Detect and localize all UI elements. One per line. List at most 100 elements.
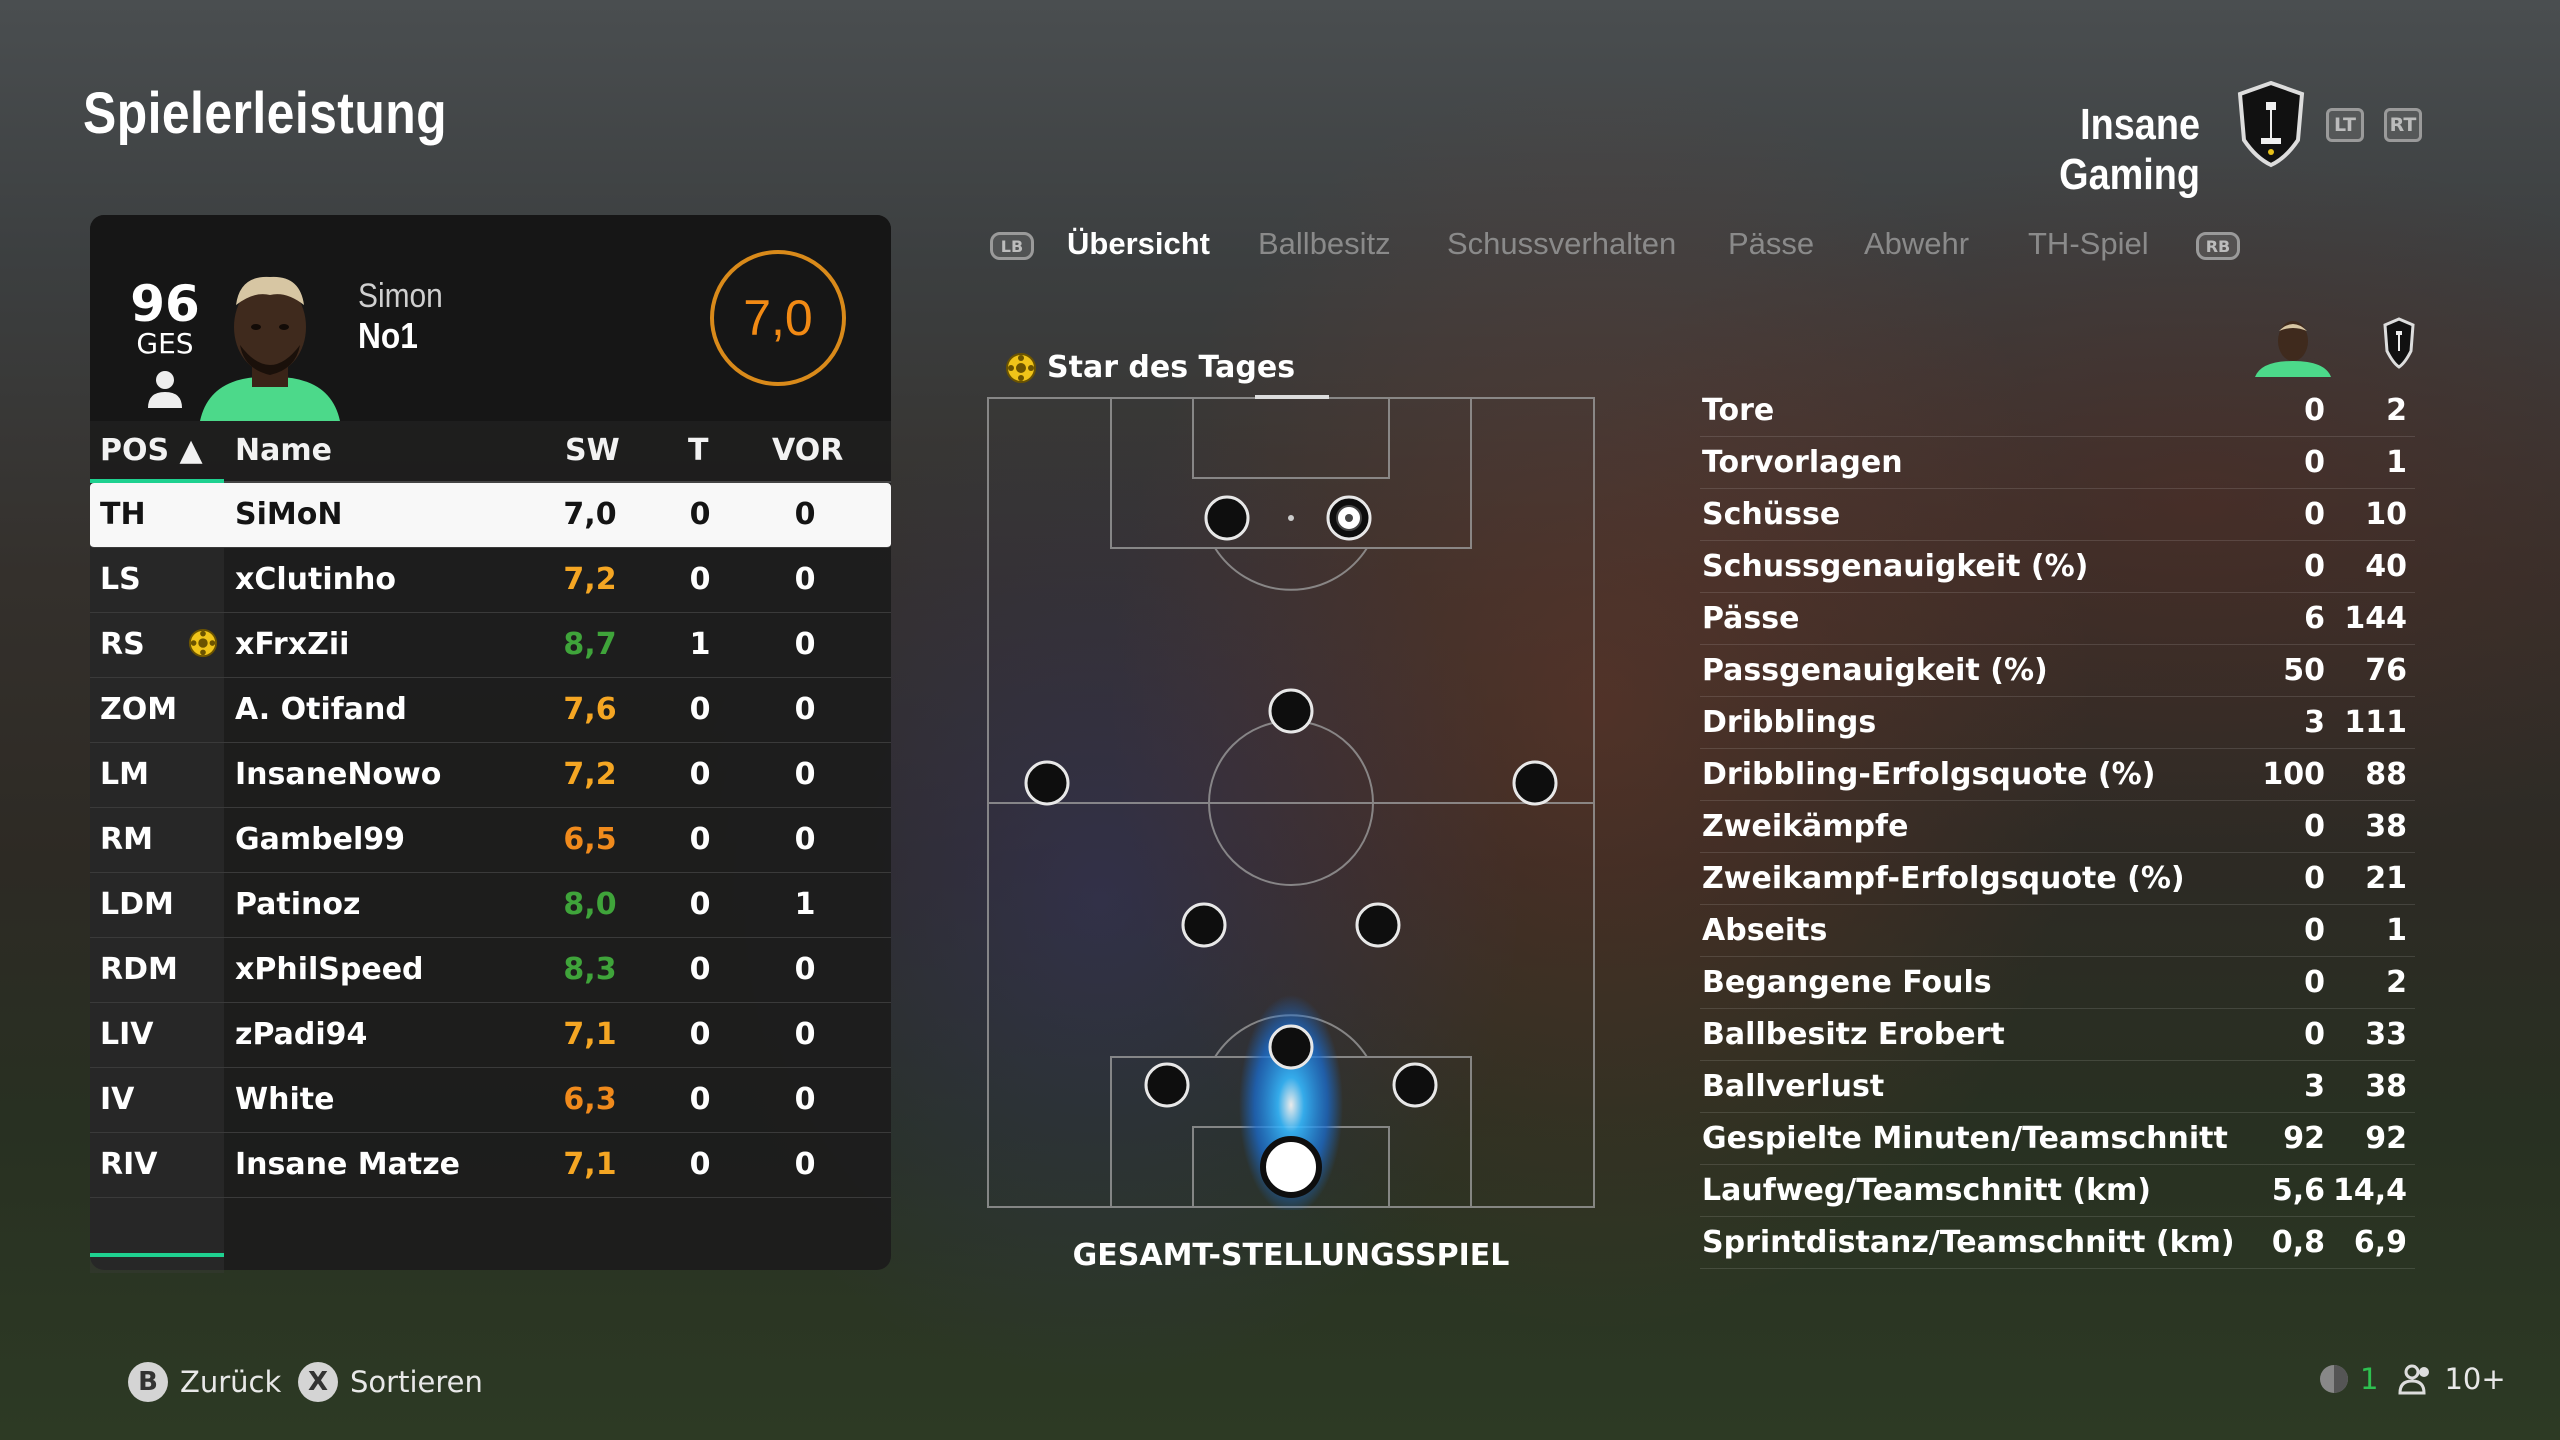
col-header-t[interactable]: T (688, 433, 709, 468)
stat-row: Dribblings 3 111 (1700, 697, 2415, 749)
row-player-name: Insane Matze (235, 1147, 461, 1182)
stat-team-value: 76 (2365, 653, 2407, 688)
star-badge-icon (188, 628, 218, 658)
table-row[interactable]: LDM Patinoz 8,0 0 1 (90, 873, 891, 938)
stat-player-value: 5,6 (2271, 1173, 2325, 1208)
stat-label: Schussgenauigkeit (%) (1702, 549, 2089, 584)
stat-column-icons (2255, 317, 2415, 377)
row-player-name: xPhilSpeed (235, 952, 424, 987)
table-row[interactable]: RS xFrxZii 8,7 1 0 (90, 613, 891, 678)
row-rating: 8,0 (563, 887, 617, 922)
col-header-pos[interactable]: POS ▲ (100, 433, 203, 468)
stat-row: Sprintdistanz/Teamschnitt (km) 0,8 6,9 (1700, 1217, 2415, 1269)
stat-row: Schüsse 0 10 (1700, 489, 2415, 541)
stat-row: Pässe 6 144 (1700, 593, 2415, 645)
row-position: RS (100, 627, 145, 662)
col-header-name[interactable]: Name (235, 433, 332, 468)
table-row[interactable]: LS xClutinho 7,2 0 0 (90, 548, 891, 613)
row-position: LDM (100, 887, 174, 922)
stat-player-value: 3 (2304, 705, 2325, 740)
lt-button[interactable]: LT (2326, 108, 2364, 142)
stat-player-value: 0 (2304, 497, 2325, 532)
match-rating-circle: 7,0 (710, 250, 846, 386)
table-row[interactable]: TH SiMoN 7,0 0 0 (90, 483, 891, 548)
row-goals: 0 (689, 1017, 711, 1052)
tab-abwehr[interactable]: Abwehr (1864, 226, 1970, 261)
ping-icon (2320, 1365, 2348, 1393)
stat-label: Zweikämpfe (1702, 809, 1909, 844)
row-player-name: White (235, 1082, 335, 1117)
stat-player-value: 100 (2262, 757, 2325, 792)
table-header: POS ▲ Name SW T VOR (90, 421, 891, 483)
b-button-icon: B (128, 1362, 168, 1402)
row-position: RDM (100, 952, 178, 987)
row-goals: 1 (689, 627, 711, 662)
overall-label: GES (136, 327, 194, 360)
row-rating: 8,3 (563, 952, 617, 987)
tab-th-spiel[interactable]: TH-Spiel (2028, 226, 2149, 261)
stat-team-value: 2 (2386, 393, 2407, 428)
positioning-pitch (987, 395, 1595, 1210)
table-row[interactable]: LIV zPadi94 7,1 0 0 (90, 1003, 891, 1068)
stat-row: Laufweg/Teamschnitt (km) 5,6 14,4 (1700, 1165, 2415, 1217)
stat-team-value: 92 (2365, 1121, 2407, 1156)
row-position: LS (100, 562, 141, 597)
row-position: RIV (100, 1147, 158, 1182)
table-row[interactable]: ZOM A. Otifand 7,6 0 0 (90, 678, 891, 743)
lb-button[interactable]: LB (990, 232, 1034, 260)
row-goals: 0 (689, 562, 711, 597)
row-assists: 0 (794, 692, 816, 727)
row-rating: 7,6 (563, 692, 617, 727)
tab-paesse[interactable]: Pässe (1728, 226, 1815, 261)
rb-button[interactable]: RB (2196, 232, 2240, 260)
stat-team-value: 88 (2365, 757, 2407, 792)
page-title: Spielerleistung (83, 81, 448, 146)
col-header-sw[interactable]: SW (565, 433, 620, 468)
back-action[interactable]: B Zurück (128, 1362, 281, 1402)
stat-label: Sprintdistanz/Teamschnitt (km) (1702, 1225, 2235, 1260)
row-assists: 0 (794, 1017, 816, 1052)
table-row[interactable]: RM Gambel99 6,5 0 0 (90, 808, 891, 873)
row-player-name: SiMoN (235, 497, 343, 532)
stat-team-value: 21 (2365, 861, 2407, 896)
stat-player-value: 0 (2304, 1017, 2325, 1052)
stat-row: Schussgenauigkeit (%) 0 40 (1700, 541, 2415, 593)
row-rating: 7,2 (563, 757, 617, 792)
network-status: 1 10+ (2318, 1362, 2506, 1396)
x-button-icon: X (298, 1362, 338, 1402)
stat-label: Laufweg/Teamschnitt (km) (1702, 1173, 2151, 1208)
stat-team-value: 33 (2365, 1017, 2407, 1052)
table-row[interactable]: RIV Insane Matze 7,1 0 0 (90, 1133, 891, 1198)
stat-player-value: 0 (2304, 445, 2325, 480)
player-table-panel: 96 GES Simon No1 7,0 POS ▲ Name SW T VOR (90, 215, 891, 1273)
table-body: TH SiMoN 7,0 0 0 LS xClutinho 7,2 0 0 RS xFrxZii 8,7… (90, 483, 891, 1198)
row-goals: 0 (689, 822, 711, 857)
person-icon (148, 371, 182, 408)
sort-action[interactable]: X Sortieren (298, 1362, 483, 1402)
row-goals: 0 (689, 692, 711, 727)
table-row[interactable]: LM InsaneNowo 7,2 0 0 (90, 743, 891, 808)
tab-uebersicht[interactable]: Übersicht (1067, 226, 1210, 261)
table-row[interactable]: IV White 6,3 0 0 (90, 1068, 891, 1133)
stat-player-value: 0 (2304, 913, 2325, 948)
row-assists: 0 (794, 822, 816, 857)
row-player-name: Patinoz (235, 887, 361, 922)
row-assists: 1 (794, 887, 816, 922)
stat-row: Torvorlagen 0 1 (1700, 437, 2415, 489)
tab-ballbesitz[interactable]: Ballbesitz (1258, 226, 1391, 261)
row-rating: 6,3 (563, 1082, 617, 1117)
stat-player-value: 50 (2283, 653, 2325, 688)
row-assists: 0 (794, 497, 816, 532)
table-row[interactable]: RDM xPhilSpeed 8,3 0 0 (90, 938, 891, 1003)
rt-button[interactable]: RT (2384, 108, 2422, 142)
row-position: LIV (100, 1017, 154, 1052)
col-header-vor[interactable]: VOR (772, 433, 844, 468)
stat-team-value: 14,4 (2332, 1173, 2407, 1208)
tab-schussverhalten[interactable]: Schussverhalten (1447, 226, 1677, 261)
row-goals: 0 (689, 952, 711, 987)
row-assists: 0 (794, 562, 816, 597)
row-goals: 0 (689, 1082, 711, 1117)
star-label: Star des Tages (1047, 350, 1296, 385)
stats-list: Tore 0 2 Torvorlagen 0 1 Schüsse 0 10 Schussgenau… (1700, 385, 2415, 1269)
stat-label: Gespielte Minuten/Teamschnitt (1702, 1121, 2228, 1156)
